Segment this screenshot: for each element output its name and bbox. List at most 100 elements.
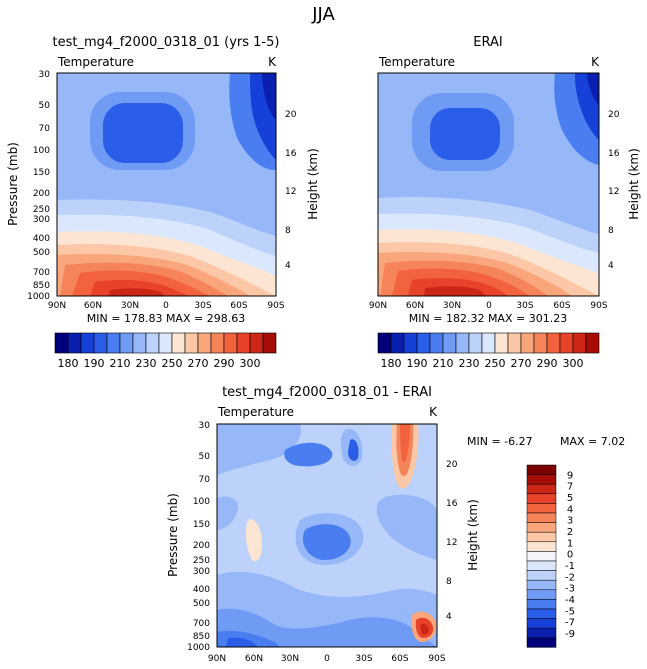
- colorbar-box: [249, 332, 264, 354]
- x-tick-label: 0: [486, 301, 492, 311]
- colorbar-label: 270: [511, 357, 532, 370]
- contour-field-model: [57, 73, 276, 296]
- y2-tick-label: 20: [285, 110, 297, 120]
- y-tick-label: 1000: [27, 292, 50, 302]
- panel-obs: ERAI Temperature K 20 16 12 8 4: [369, 35, 641, 325]
- colorbar-box: [526, 474, 557, 485]
- colorbar-box: [210, 332, 225, 354]
- y-tick-label: 850: [193, 632, 210, 642]
- colorbar-box: [520, 332, 535, 354]
- x-tick-label: 30N: [443, 301, 461, 311]
- colorbar-box: [526, 608, 557, 619]
- y-tick-label: 30: [39, 70, 51, 80]
- x-tick-label: 30S: [355, 654, 372, 664]
- y-tick-label: 100: [33, 146, 50, 156]
- x-ticks-obs: 90N 60N 30N 0 30S 60S 90S: [369, 301, 608, 311]
- stats-min-diff: MIN = -6.27: [467, 435, 533, 448]
- colorbar-box: [526, 618, 557, 629]
- y-tick-label: 400: [193, 585, 210, 595]
- colorbar-label: 3: [567, 516, 573, 527]
- colorbar-box: [526, 483, 557, 495]
- colorbar-box: [494, 332, 509, 354]
- colorbar-label: 190: [407, 357, 428, 370]
- x-tick-label: 30N: [121, 301, 139, 311]
- y2-tick-label: 12: [446, 538, 457, 548]
- x-tick-label: 90S: [428, 654, 445, 664]
- colorbar-label: 9: [567, 470, 573, 481]
- x-tick-label: 90N: [369, 301, 387, 311]
- colorbar-box: [145, 332, 160, 354]
- colorbar-obs: 180 190 210 230 250 270 290 300: [377, 332, 600, 370]
- colorbar-label: 7: [567, 482, 573, 493]
- y2-tick-label: 12: [608, 187, 619, 197]
- colorbar-box: [442, 332, 457, 354]
- colorbar-box: [526, 599, 557, 610]
- colorbar-label: 230: [136, 357, 157, 370]
- y2-tick-label: 16: [608, 149, 620, 159]
- colorbar-box: [572, 332, 587, 354]
- x-tick-label: 60N: [84, 301, 102, 311]
- panel-model: test_mg4_f2000_0318_01 (yrs 1-5) Tempera…: [6, 35, 320, 325]
- y-tick-label: 200: [33, 189, 50, 199]
- y-tick-label: 70: [199, 475, 211, 485]
- colorbar-box: [223, 332, 238, 354]
- x-tick-label: 30S: [194, 301, 211, 311]
- colorbar-box: [54, 332, 69, 354]
- y2-tick-label: 16: [446, 499, 458, 509]
- y2-axis-label-model: Height (km): [306, 148, 320, 219]
- colorbar-label: 5: [567, 493, 573, 504]
- y-tick-label: 50: [199, 452, 211, 462]
- y-tick-label: 300: [193, 567, 210, 577]
- colorbar-label: -7: [565, 618, 575, 629]
- colorbar-label: 250: [162, 357, 183, 370]
- colorbar-box: [526, 560, 557, 571]
- x-tick-label: 60S: [391, 654, 408, 664]
- variable-label-obs: Temperature: [378, 55, 455, 69]
- variable-label-diff: Temperature: [217, 405, 294, 419]
- y-tick-label: 250: [33, 205, 50, 215]
- y-tick-label: 300: [33, 215, 50, 225]
- colorbar-label: 210: [433, 357, 454, 370]
- colorbar-label: 300: [563, 357, 584, 370]
- colorbar-box: [184, 332, 199, 354]
- y2-tick-label: 4: [608, 261, 614, 271]
- colorbar-label: 300: [240, 357, 261, 370]
- panel-title-diff: test_mg4_f2000_0318_01 - ERAI: [222, 385, 432, 400]
- y2-ticks-diff: 20 16 12 8 4: [446, 460, 458, 622]
- colorbar-label: 270: [188, 357, 209, 370]
- panel-title-obs: ERAI: [473, 35, 502, 50]
- colorbar-box: [119, 332, 134, 354]
- y-tick-label: 850: [33, 281, 50, 291]
- colorbar-label: 180: [381, 357, 402, 370]
- colorbar-box: [559, 332, 574, 354]
- page-title: JJA: [312, 4, 335, 25]
- colorbar-box: [455, 332, 470, 354]
- y-ticks-model: 30 50 70 100 150 200 250 300 400 500 700…: [27, 70, 50, 302]
- colorbar-box: [236, 332, 251, 354]
- colorbar-label: 180: [58, 357, 79, 370]
- colorbar-box: [526, 637, 557, 648]
- x-tick-label: 60S: [553, 301, 570, 311]
- colorbar-box: [416, 332, 431, 354]
- colorbar-label: -9: [565, 629, 575, 640]
- colorbar-label: -5: [565, 606, 575, 617]
- colorbar-box: [197, 332, 212, 354]
- stats-obs: MIN = 182.32 MAX = 301.23: [409, 312, 567, 325]
- x-tick-label: 60N: [406, 301, 424, 311]
- y-tick-label: 50: [39, 101, 51, 111]
- y-tick-label: 400: [33, 234, 50, 244]
- colorbar-box: [429, 332, 444, 354]
- colorbar-box: [390, 332, 405, 354]
- colorbar-label: 4: [567, 504, 573, 515]
- y2-tick-label: 12: [285, 187, 296, 197]
- contour-field-obs: [378, 73, 599, 296]
- y2-tick-label: 4: [446, 612, 452, 622]
- unit-label-diff: K: [429, 405, 438, 419]
- contour-field-diff: [217, 424, 437, 647]
- colorbar-box: [481, 332, 496, 354]
- colorbar-box: [526, 512, 557, 523]
- x-tick-label: 90N: [208, 654, 226, 664]
- colorbar-box: [93, 332, 108, 354]
